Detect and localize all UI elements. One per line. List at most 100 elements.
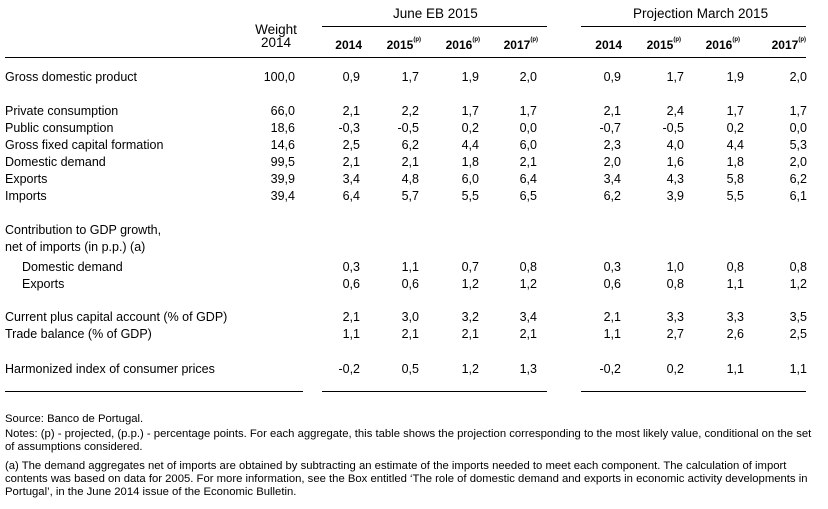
weight-cell: 66,0 [270,104,295,118]
value-cell: 5,5 [726,189,744,203]
projected-marker: (p) [413,37,421,43]
year-header-label: 2017 [771,38,799,52]
value-cell: 1,1 [726,277,744,291]
value-cell: 0,3 [342,260,360,274]
value-cell: 2,6 [726,327,744,341]
value-cell: 6,2 [789,172,807,186]
value-cell: 2,1 [519,327,537,341]
value-cell: 0,6 [342,277,360,291]
value-cell: 1,7 [519,104,537,118]
projected-marker: (p) [472,37,480,43]
weight-cell: 99,5 [270,155,295,169]
value-cell: 0,5 [401,362,419,376]
value-cell: 0,2 [666,362,684,376]
row-label: Domestic demand [22,260,123,274]
value-cell: 0,0 [519,121,537,135]
value-cell: 1,1 [342,327,360,341]
row-label: Gross domestic product [5,70,137,84]
bottom-rule-left [5,391,303,392]
row-label: Contribution to GDP growth, [5,223,162,237]
value-cell: 6,5 [519,189,537,203]
value-cell: 0,8 [789,260,807,274]
value-cell: 1,9 [726,70,744,84]
value-cell: 0,2 [461,121,479,135]
projected-marker: (p) [530,37,538,43]
value-cell: 0,6 [603,277,621,291]
value-cell: 1,7 [666,70,684,84]
row-label: Exports [5,172,48,186]
value-cell: 3,3 [726,310,744,324]
value-cell: 0,3 [603,260,621,274]
value-cell: 1,1 [726,362,744,376]
value-cell: 0,8 [726,260,744,274]
projected-marker: (p) [798,37,806,43]
projected-marker: (p) [732,37,740,43]
bottom-rule-right [581,391,806,392]
group-header-june-eb: June EB 2015 [393,6,478,21]
value-cell: 1,9 [461,70,479,84]
notes-definitions: Notes: (p) - projected, (p.p.) - percent… [5,428,812,453]
value-cell: 2,1 [342,104,360,118]
value-cell: 0,8 [519,260,537,274]
value-cell: 2,1 [401,155,419,169]
value-cell: 0,9 [342,70,360,84]
value-cell: 4,8 [401,172,419,186]
row-label: Current plus capital account (% of GDP) [5,310,228,324]
value-cell: 6,1 [789,189,807,203]
value-cell: 2,1 [603,104,621,118]
value-cell: 1,8 [461,155,479,169]
value-cell: 2,0 [789,155,807,169]
row-label: net of imports (in p.p.) (a) [5,240,146,254]
value-cell: 0,7 [461,260,479,274]
value-cell: 6,2 [401,138,419,152]
value-cell: -0,2 [599,362,621,376]
header-bottom-rule [5,57,806,58]
value-cell: 3,4 [603,172,621,186]
value-cell: 6,0 [519,138,537,152]
value-cell: 3,4 [342,172,360,186]
weight-cell: 39,4 [270,189,295,203]
group1-rule [322,26,547,27]
value-cell: -0,5 [662,121,684,135]
row-label: Gross fixed capital formation [5,138,164,152]
weight-header-line1: Weight [255,22,297,37]
projected-marker: (p) [673,37,681,43]
year-header-label: 2017 [503,38,531,52]
row-label: Private consumption [5,104,119,118]
value-cell: 0,8 [666,277,684,291]
row-label: Imports [5,189,47,203]
value-cell: 2,5 [789,327,807,341]
value-cell: -0,2 [338,362,360,376]
value-cell: 0,2 [726,121,744,135]
year-header-label: 2015 [646,38,674,52]
value-cell: 2,2 [401,104,419,118]
value-cell: 3,4 [519,310,537,324]
value-cell: 2,1 [342,310,360,324]
value-cell: 2,1 [342,155,360,169]
value-cell: 3,0 [401,310,419,324]
weight-cell: 14,6 [270,138,295,152]
group-header-projection-march: Projection March 2015 [633,6,769,21]
value-cell: -0,3 [338,121,360,135]
value-cell: 2,0 [603,155,621,169]
value-cell: 1,7 [726,104,744,118]
year-header-label: 2015 [386,38,414,52]
row-label: Trade balance (% of GDP) [5,327,152,341]
weight-cell: 39,9 [270,172,295,186]
value-cell: 3,3 [666,310,684,324]
bottom-rule-mid [322,391,547,392]
value-cell: 2,1 [519,155,537,169]
value-cell: 2,3 [603,138,621,152]
weight-header-line2: 2014 [260,35,292,50]
row-label: Domestic demand [5,155,106,169]
value-cell: 0,6 [401,277,419,291]
value-cell: 3,9 [666,189,684,203]
value-cell: 1,6 [666,155,684,169]
year-header-4: 2014 [595,38,622,52]
weight-header: Weight 2014 [251,22,301,50]
year-header-2: 2016(p) [445,37,480,52]
row-label: Harmonized index of consumer prices [5,362,215,376]
year-header-label: 2016 [445,38,473,52]
value-cell: 4,4 [461,138,479,152]
value-cell: 5,5 [461,189,479,203]
